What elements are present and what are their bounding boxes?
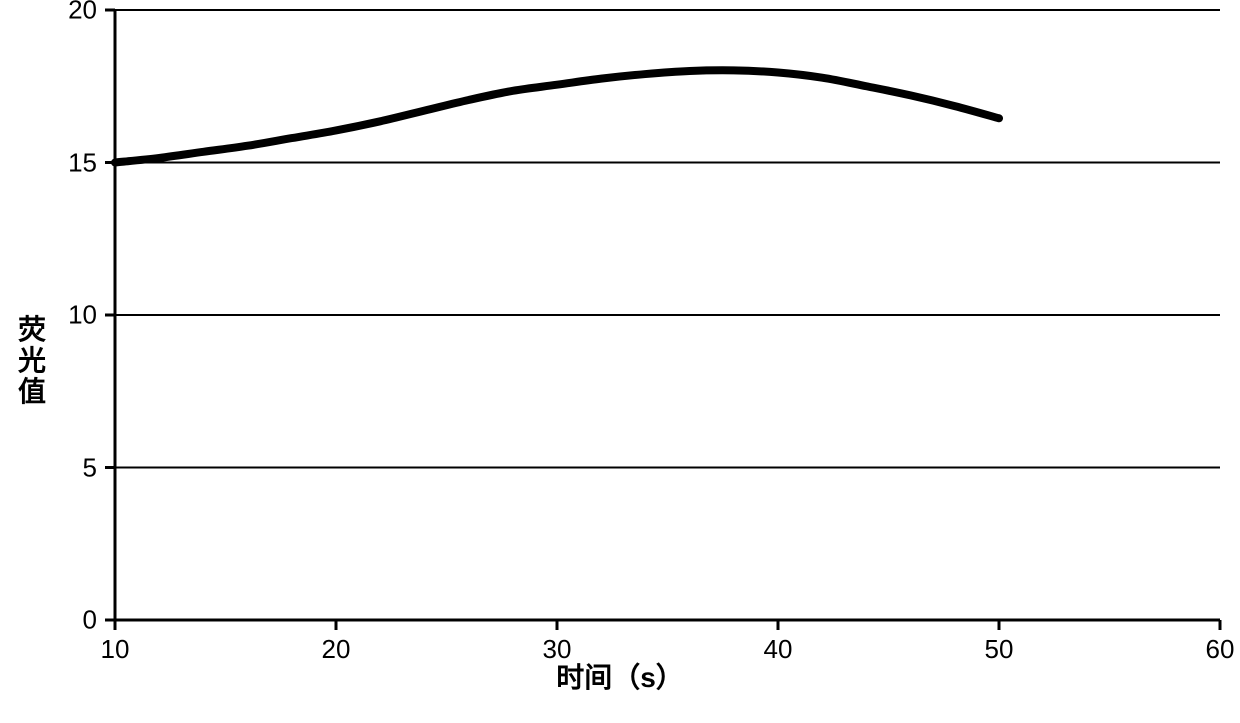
chart-container: 荧光值 05101520 102030405060 时间（s） [0,0,1240,723]
y-tick-label: 15 [0,147,97,178]
y-tick-label: 5 [0,452,97,483]
x-axis-label: 时间（s） [0,656,1240,696]
chart-plot [0,0,1240,723]
y-tick-label: 10 [0,300,97,331]
y-tick-label: 20 [0,0,97,26]
y-tick-label: 0 [0,605,97,636]
x-axis-label-text: 时间（s） [556,662,684,693]
